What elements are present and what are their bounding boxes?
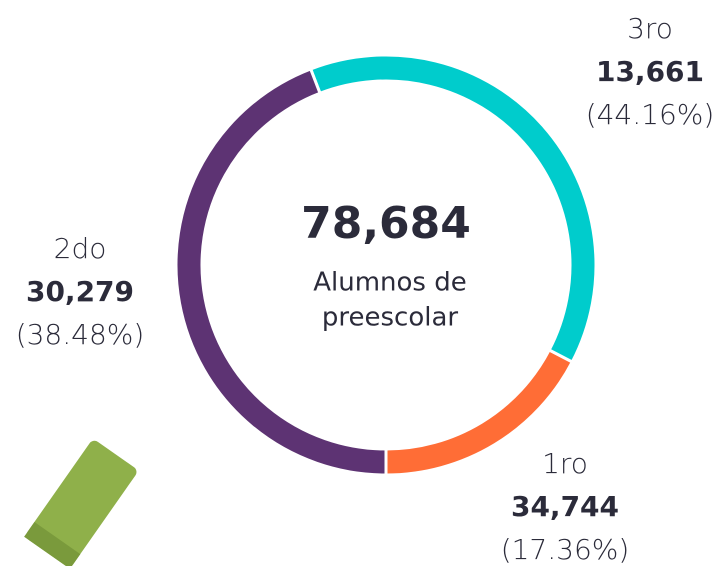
- category-label: 3ro: [627, 12, 673, 45]
- count-label: 34,744: [511, 490, 619, 523]
- percent-label: (17.36%): [501, 533, 630, 566]
- percent-label: (44.16%): [586, 98, 715, 131]
- category-label: 2do: [54, 232, 107, 265]
- center-text: Alumnos de: [313, 268, 467, 298]
- donut-segment: [174, 67, 388, 477]
- category-label: 1ro: [542, 447, 588, 480]
- percent-label: (38.48%): [16, 318, 145, 351]
- count-label: 13,661: [596, 55, 704, 88]
- center-text: preescolar: [322, 303, 459, 333]
- pencil-icon: [24, 440, 137, 566]
- count-label: 30,279: [26, 275, 134, 308]
- total: 78,684: [301, 198, 471, 249]
